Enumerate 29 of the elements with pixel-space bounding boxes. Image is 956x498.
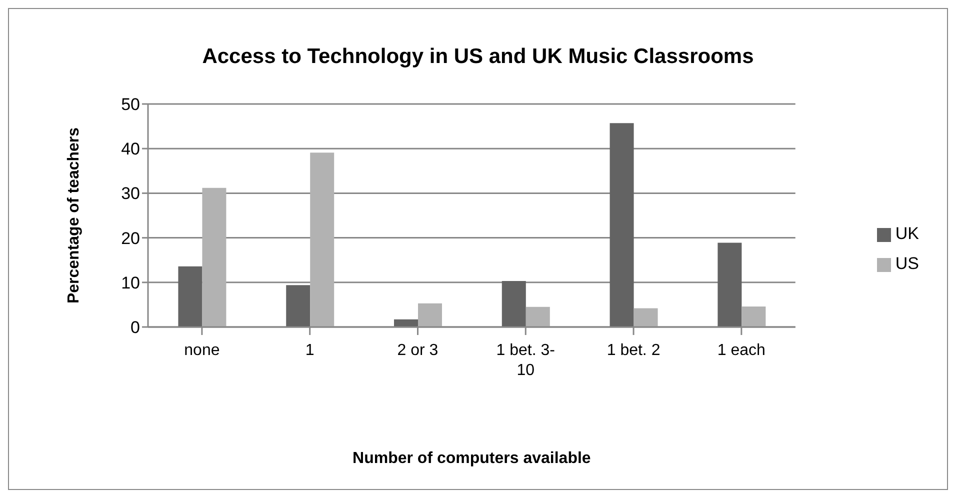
legend-label: UK (895, 224, 919, 243)
bar (202, 188, 226, 327)
bar (502, 281, 526, 327)
chart-title: Access to Technology in US and UK Music Classrooms (201, 45, 755, 69)
x-tick-label: 1 (305, 342, 314, 359)
bar (418, 303, 442, 327)
bar (286, 285, 310, 327)
bar (394, 319, 418, 327)
y-tick-label: 0 (130, 318, 140, 338)
y-tick-label: 50 (121, 95, 140, 114)
bar (718, 242, 742, 327)
x-tick-label: 1 bet. 2 (606, 342, 660, 359)
y-tick-label: 30 (121, 184, 140, 204)
bar (310, 152, 334, 327)
x-tick-label: 1 each (717, 342, 766, 359)
y-axis-title: Percentage of teachers (66, 127, 83, 304)
legend-label: US (895, 254, 919, 273)
x-tick-label: 2 or 3 (397, 342, 438, 359)
x-axis-title: Number of computers available (352, 450, 591, 467)
x-tick-label: none (184, 342, 220, 359)
x-tick-label: 1 bet. 3-10 (496, 342, 555, 379)
y-tick-label: 10 (121, 273, 140, 292)
y-tick-label: 20 (121, 228, 140, 248)
y-tick-label: 40 (121, 140, 140, 159)
bar (610, 123, 634, 327)
bar (742, 306, 766, 327)
bar (634, 308, 658, 327)
bar (178, 266, 202, 327)
bar (526, 306, 550, 327)
